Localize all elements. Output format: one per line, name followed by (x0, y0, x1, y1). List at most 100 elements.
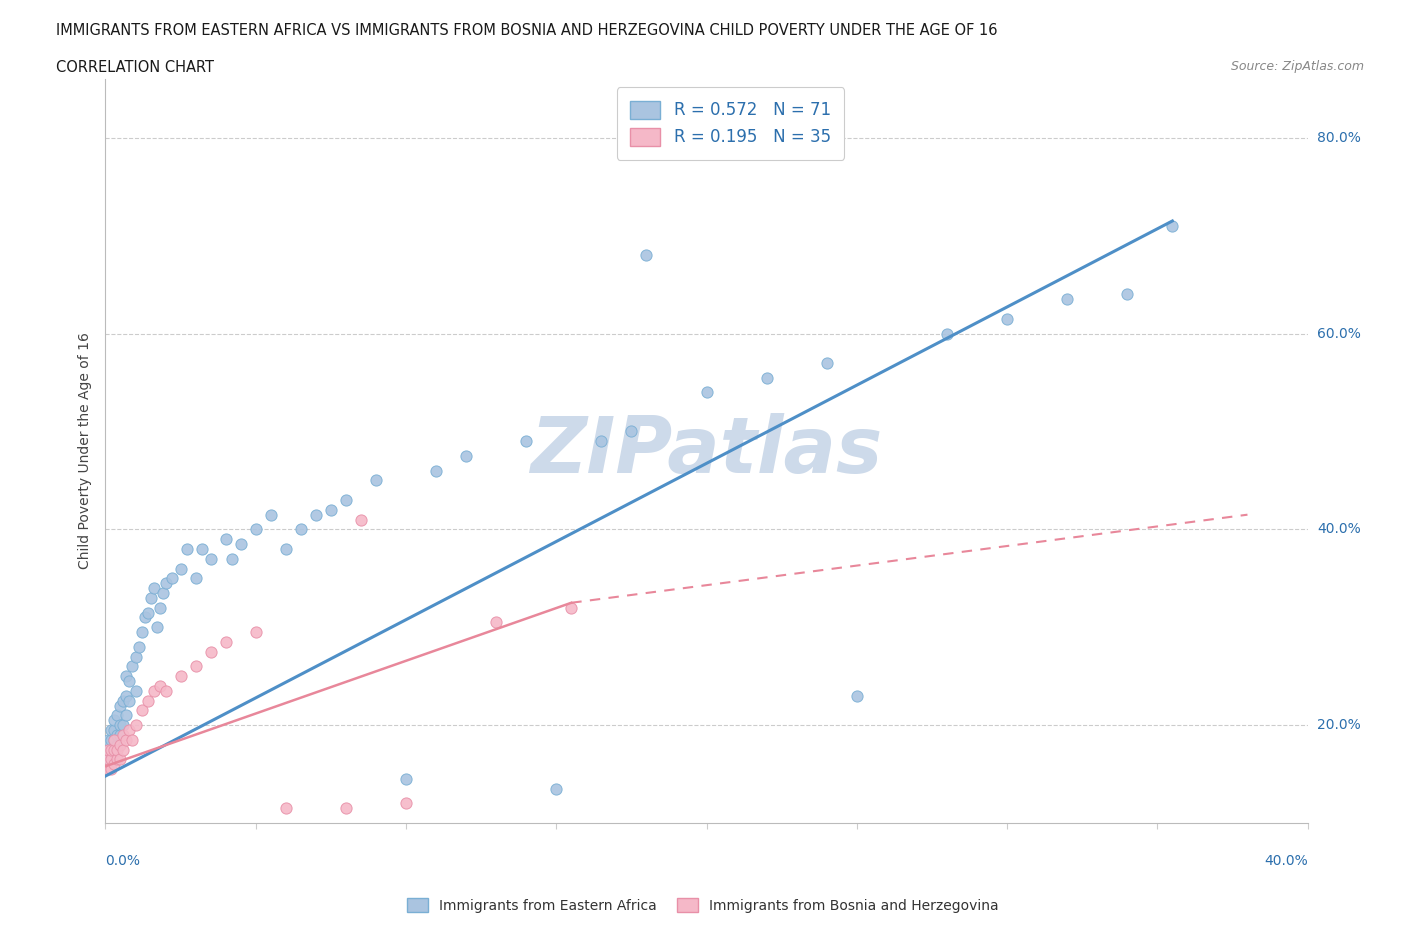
Point (115, 708, 138, 723)
Point (155, 684, 177, 698)
Point (200, 551, 222, 566)
Point (546, 781, 568, 796)
Point (124, 649, 146, 664)
Point (169, 561, 191, 576)
Point (118, 723, 141, 737)
Y-axis label: Child Poverty Under the Age of 16: Child Poverty Under the Age of 16 (79, 333, 93, 569)
Point (148, 679, 170, 694)
Point (221, 551, 243, 566)
Point (97, 752, 120, 767)
Point (100, 742, 122, 757)
Point (121, 659, 143, 674)
Point (118, 673, 141, 688)
Point (100, 742, 122, 757)
Point (110, 718, 132, 733)
Point (112, 718, 135, 733)
Legend: Immigrants from Eastern Africa, Immigrants from Bosnia and Herzegovina: Immigrants from Eastern Africa, Immigran… (401, 893, 1005, 919)
Point (274, 541, 297, 556)
Text: 80.0%: 80.0% (1317, 131, 1361, 145)
Point (245, 625, 267, 640)
Point (136, 693, 159, 708)
Point (110, 737, 132, 752)
Point (97, 742, 120, 757)
Point (110, 727, 132, 742)
Point (755, 370, 778, 385)
Point (636, 247, 658, 262)
Point (350, 512, 373, 527)
Point (103, 723, 125, 737)
Text: IMMIGRANTS FROM EASTERN AFRICA VS IMMIGRANTS FROM BOSNIA AND HERZEGOVINA CHILD P: IMMIGRANTS FROM EASTERN AFRICA VS IMMIGR… (56, 23, 998, 38)
Point (115, 688, 138, 703)
Point (110, 698, 132, 713)
Point (115, 669, 138, 684)
Point (142, 684, 165, 698)
Point (148, 600, 170, 615)
Point (274, 801, 297, 816)
Point (142, 580, 165, 595)
Text: 20.0%: 20.0% (1317, 718, 1361, 732)
Point (100, 723, 122, 737)
Point (131, 703, 153, 718)
Point (103, 742, 125, 757)
Point (100, 762, 122, 777)
Point (103, 733, 125, 748)
Point (160, 571, 183, 586)
Point (134, 610, 156, 625)
Point (103, 712, 125, 727)
Point (591, 433, 613, 448)
Point (1056, 292, 1078, 307)
Point (395, 772, 418, 787)
Point (560, 600, 582, 615)
Point (131, 625, 153, 640)
Point (152, 586, 174, 601)
Text: ZIPatlas: ZIPatlas (530, 413, 883, 489)
Point (107, 752, 129, 767)
Point (139, 591, 162, 605)
Point (112, 693, 135, 708)
Point (696, 385, 718, 400)
Point (155, 576, 177, 591)
Point (97, 752, 120, 767)
Point (97, 762, 120, 777)
Point (995, 312, 1018, 326)
Point (107, 708, 129, 723)
Point (112, 727, 135, 742)
Point (103, 733, 125, 748)
Point (515, 433, 537, 448)
Point (454, 448, 477, 463)
Point (335, 801, 357, 816)
Point (229, 537, 252, 551)
Point (184, 659, 207, 674)
Point (845, 688, 868, 703)
Point (145, 619, 167, 634)
Point (100, 733, 122, 748)
Point (305, 507, 328, 522)
Point (100, 747, 122, 762)
Point (103, 757, 125, 772)
Point (107, 742, 129, 757)
Point (260, 507, 283, 522)
Point (97, 742, 120, 757)
Point (1161, 219, 1184, 233)
Point (319, 502, 342, 517)
Point (214, 532, 236, 547)
Point (485, 615, 508, 630)
Point (335, 493, 357, 508)
Point (1116, 287, 1139, 302)
Point (115, 733, 138, 748)
Point (815, 355, 838, 370)
Point (425, 463, 447, 478)
Point (190, 541, 212, 556)
Text: 0.0%: 0.0% (105, 854, 141, 868)
Point (110, 752, 132, 767)
Point (245, 522, 267, 537)
Point (620, 424, 643, 439)
Text: Source: ZipAtlas.com: Source: ZipAtlas.com (1230, 60, 1364, 73)
Point (136, 605, 159, 620)
Point (107, 727, 129, 742)
Point (364, 473, 387, 488)
Point (124, 684, 146, 698)
Point (200, 644, 222, 659)
Text: CORRELATION CHART: CORRELATION CHART (56, 60, 214, 75)
Legend: R = 0.572   N = 71, R = 0.195   N = 35: R = 0.572 N = 71, R = 0.195 N = 35 (617, 87, 844, 160)
